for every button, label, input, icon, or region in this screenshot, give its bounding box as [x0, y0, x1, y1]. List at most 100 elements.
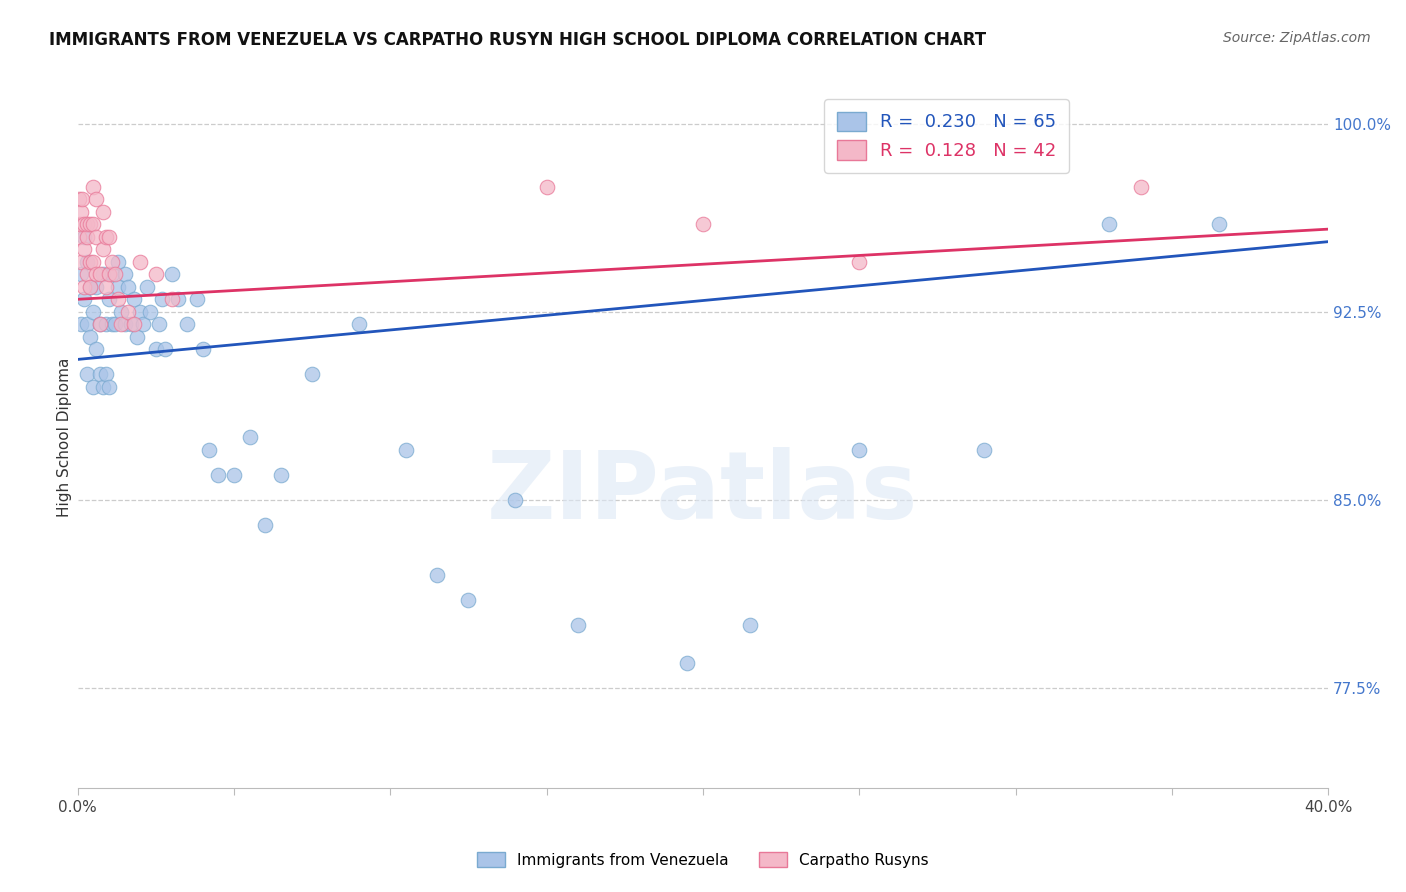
Point	[145, 343, 167, 357]
Point	[73, 242, 96, 256]
Point	[86, 192, 108, 206]
Point	[395, 442, 418, 457]
Point	[82, 380, 104, 394]
Point	[138, 305, 160, 319]
Text: Source: ZipAtlas.com: Source: ZipAtlas.com	[1223, 31, 1371, 45]
Point	[76, 217, 98, 231]
Point	[91, 204, 114, 219]
Point	[70, 254, 93, 268]
Point	[176, 318, 198, 332]
Point	[67, 229, 90, 244]
Point	[91, 242, 114, 256]
Point	[79, 279, 101, 293]
Point	[207, 467, 229, 482]
Point	[98, 380, 121, 394]
Point	[848, 254, 870, 268]
Point	[104, 318, 127, 332]
Point	[239, 430, 262, 444]
Point	[254, 517, 277, 532]
Point	[110, 318, 132, 332]
Point	[692, 217, 714, 231]
Point	[89, 318, 111, 332]
Point	[76, 318, 98, 332]
Legend: Immigrants from Venezuela, Carpatho Rusyns: Immigrants from Venezuela, Carpatho Rusy…	[471, 846, 935, 873]
Point	[150, 293, 173, 307]
Point	[79, 254, 101, 268]
Point	[129, 254, 152, 268]
Point	[160, 267, 183, 281]
Point	[122, 318, 145, 332]
Point	[166, 293, 188, 307]
Legend: R =  0.230   N = 65, R =  0.128   N = 42: R = 0.230 N = 65, R = 0.128 N = 42	[824, 99, 1069, 173]
Point	[107, 279, 129, 293]
Point	[107, 293, 129, 307]
Text: ZIPatlas: ZIPatlas	[488, 447, 918, 539]
Point	[148, 318, 170, 332]
Point	[129, 305, 152, 319]
Point	[76, 368, 98, 382]
Point	[117, 305, 139, 319]
Point	[94, 229, 117, 244]
Point	[107, 254, 129, 268]
Point	[89, 368, 111, 382]
Point	[94, 368, 117, 382]
Point	[70, 267, 93, 281]
Point	[91, 267, 114, 281]
Point	[94, 279, 117, 293]
Point	[848, 442, 870, 457]
Point	[82, 254, 104, 268]
Point	[145, 267, 167, 281]
Point	[82, 217, 104, 231]
Point	[98, 267, 121, 281]
Point	[536, 179, 558, 194]
Point	[135, 279, 157, 293]
Point	[73, 229, 96, 244]
Point	[101, 267, 124, 281]
Point	[567, 618, 589, 632]
Point	[70, 318, 93, 332]
Point	[186, 293, 208, 307]
Text: IMMIGRANTS FROM VENEZUELA VS CARPATHO RUSYN HIGH SCHOOL DIPLOMA CORRELATION CHAR: IMMIGRANTS FROM VENEZUELA VS CARPATHO RU…	[49, 31, 987, 49]
Point	[270, 467, 292, 482]
Point	[122, 293, 145, 307]
Point	[76, 229, 98, 244]
Point	[82, 179, 104, 194]
Point	[73, 293, 96, 307]
Point	[86, 229, 108, 244]
Point	[72, 192, 94, 206]
Point	[73, 279, 96, 293]
Point	[160, 293, 183, 307]
Point	[79, 279, 101, 293]
Point	[86, 279, 108, 293]
Point	[89, 267, 111, 281]
Point	[1098, 217, 1121, 231]
Y-axis label: High School Diploma: High School Diploma	[58, 358, 72, 516]
Point	[114, 318, 136, 332]
Point	[69, 217, 91, 231]
Point	[117, 279, 139, 293]
Point	[79, 217, 101, 231]
Point	[191, 343, 214, 357]
Point	[101, 318, 124, 332]
Point	[426, 567, 449, 582]
Point	[94, 318, 117, 332]
Point	[1129, 179, 1152, 194]
Point	[79, 330, 101, 344]
Point	[132, 318, 155, 332]
Point	[91, 380, 114, 394]
Point	[73, 217, 96, 231]
Point	[86, 267, 108, 281]
Point	[114, 267, 136, 281]
Point	[127, 330, 149, 344]
Point	[70, 204, 93, 219]
Point	[104, 267, 127, 281]
Point	[505, 492, 527, 507]
Point	[76, 267, 98, 281]
Point	[89, 318, 111, 332]
Point	[67, 192, 90, 206]
Point	[155, 343, 177, 357]
Point	[676, 656, 699, 670]
Point	[76, 254, 98, 268]
Point	[98, 229, 121, 244]
Point	[120, 318, 142, 332]
